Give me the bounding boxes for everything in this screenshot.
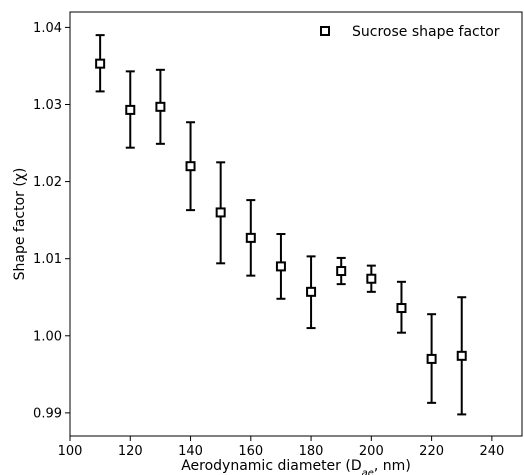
data-point-marker (456, 350, 467, 361)
legend: Sucrose shape factor (320, 24, 500, 40)
x-tick-label: 120 (118, 444, 143, 459)
x-axis-ticks: 100 120 140 160 180 200 220 240 (58, 436, 504, 459)
data-point-marker (426, 353, 437, 364)
x-axis-title: Aerodynamic diameter (Dae, nm) (181, 458, 411, 475)
data-point-marker (306, 286, 317, 297)
data-point-marker (95, 58, 106, 69)
data-point-marker (215, 207, 226, 218)
data-point-marker (366, 273, 377, 284)
data-point-marker (155, 101, 166, 112)
legend-label: Sucrose shape factor (352, 24, 500, 40)
y-tick-label: 1.03 (33, 98, 62, 113)
x-tick-label: 140 (178, 444, 203, 459)
y-tick-label: 1.02 (33, 175, 62, 190)
y-tick-label: 1.01 (33, 252, 62, 267)
data-point-marker (336, 266, 347, 277)
y-axis-title: Shape factor (χ) (12, 168, 28, 281)
data-point-marker (396, 303, 407, 314)
data-point-marker (245, 232, 256, 243)
y-tick-label: 0.99 (33, 406, 62, 421)
data-point-marker (185, 161, 196, 172)
y-tick-label: 1.00 (33, 329, 62, 344)
x-tick-label: 240 (479, 444, 504, 459)
data-markers (95, 58, 467, 364)
y-axis-ticks: 0.99 1.00 1.01 1.02 1.03 1.04 (33, 21, 70, 421)
x-tick-label: 160 (238, 444, 263, 459)
x-tick-label: 200 (359, 444, 384, 459)
data-point-marker (125, 104, 136, 115)
x-tick-label: 220 (419, 444, 444, 459)
legend-marker-square (320, 26, 330, 36)
x-tick-label: 180 (299, 444, 324, 459)
y-tick-label: 1.04 (33, 21, 62, 36)
plot-area (69, 11, 523, 437)
data-point-marker (275, 261, 286, 272)
x-tick-label: 100 (58, 444, 83, 459)
